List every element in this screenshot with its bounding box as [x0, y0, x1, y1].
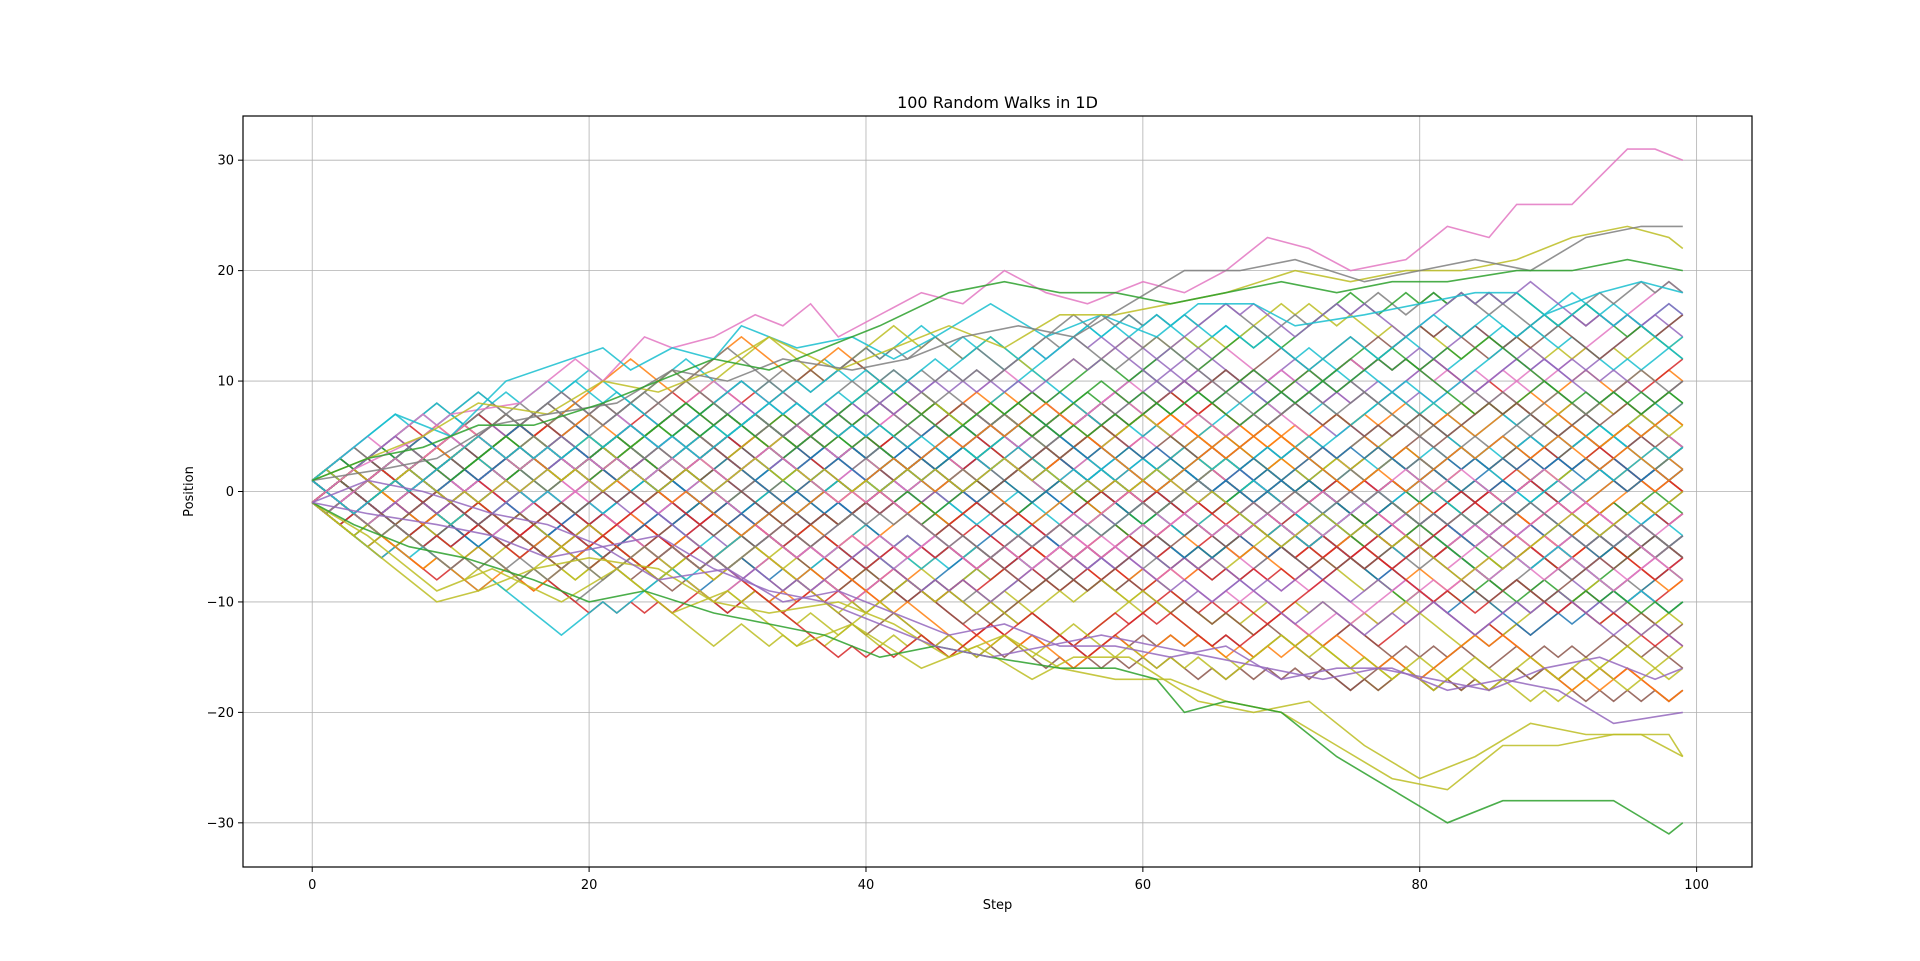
walk-line: [311, 302, 1684, 515]
walk-line: [311, 457, 1684, 581]
y-tick-label: −20: [207, 706, 234, 721]
walk-line-extreme: [312, 501, 1683, 725]
x-axis-label: Step: [983, 898, 1013, 913]
x-tick-label: 80: [1411, 878, 1428, 893]
walk-line-extreme: [311, 148, 1684, 504]
walk-line-extreme: [311, 258, 1683, 482]
walk-line: [311, 391, 1684, 570]
grid: [243, 116, 1752, 867]
walk-line-extreme: [311, 225, 1684, 482]
y-tick-label: −10: [207, 595, 234, 610]
walk-line-extreme: [312, 225, 1683, 482]
y-tick-label: 20: [217, 264, 234, 279]
walk-line: [311, 402, 1684, 537]
chart-title: 100 Random Walks in 1D: [897, 93, 1098, 112]
walk-line-extreme: [311, 479, 1684, 692]
walk-line-extreme: [311, 501, 1684, 780]
x-tick-label: 100: [1684, 878, 1709, 893]
walk-line: [311, 479, 1684, 581]
walk-line-extreme: [311, 280, 1684, 482]
x-tick-label: 0: [308, 878, 316, 893]
x-tick-label: 60: [1135, 878, 1152, 893]
walk-line: [311, 402, 1684, 548]
walk-line: [311, 391, 1684, 526]
y-axis-label: Position: [182, 466, 197, 517]
y-tick-label: 0: [226, 485, 234, 500]
axis-ticks: 0 20 40 60 80 100 −30 −20 −10 0 10 20 30: [207, 154, 1709, 893]
walk-line-extreme: [311, 501, 1684, 835]
y-tick-label: −30: [207, 816, 234, 831]
walk-line: [311, 501, 1684, 692]
y-tick-label: 10: [217, 375, 234, 390]
x-tick-label: 20: [581, 878, 598, 893]
walk-line-extreme: [311, 501, 1684, 791]
series-lines: [311, 148, 1684, 835]
walk-line: [311, 479, 1684, 537]
y-tick-label: 30: [217, 154, 234, 169]
x-tick-label: 40: [858, 878, 875, 893]
